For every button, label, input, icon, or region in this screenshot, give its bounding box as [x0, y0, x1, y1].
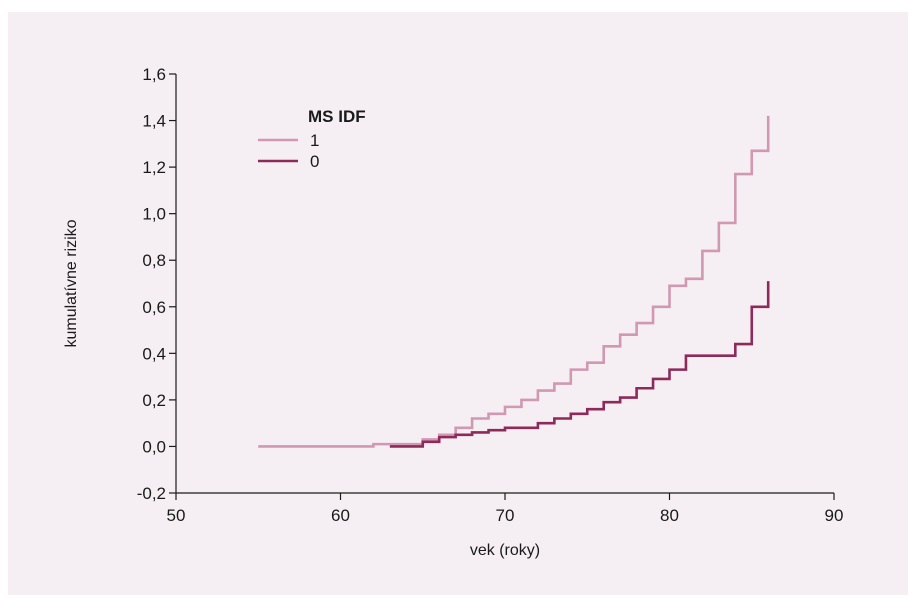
series-layer	[258, 115, 770, 448]
x-tick-label: 70	[496, 506, 515, 525]
y-tick-label: 1,2	[142, 158, 166, 177]
y-tick-label: 0,2	[142, 391, 166, 410]
ticks-layer: -0,2 0,0 0,2 0,4 0,6 0,8 1,0 1,2 1,4 1,6 50 60 70 80 9…	[137, 65, 844, 525]
x-axis-title: vek (roky)	[470, 542, 540, 559]
x-tick-label: 50	[167, 506, 186, 525]
series-line-1	[258, 115, 770, 448]
x-tick-label: 80	[660, 506, 679, 525]
legend: MS IDF 10	[258, 107, 366, 171]
legend-label-1: 1	[310, 131, 319, 150]
y-tick-label: 0,6	[142, 298, 166, 317]
y-tick-label: 1,6	[142, 65, 166, 84]
x-tick-label: 90	[825, 506, 844, 525]
y-tick-label: 0,8	[142, 251, 166, 270]
y-tick-label: 0,4	[142, 344, 166, 363]
series-line-0	[389, 281, 770, 448]
y-tick-label: 1,0	[142, 205, 166, 224]
chart-figure: -0,2 0,0 0,2 0,4 0,6 0,8 1,0 1,2 1,4 1,6 50 60 70 80 9…	[8, 12, 908, 595]
chart-svg: -0,2 0,0 0,2 0,4 0,6 0,8 1,0 1,2 1,4 1,6 50 60 70 80 9…	[63, 65, 844, 559]
y-axis-title: kumulatívne riziko	[63, 219, 80, 347]
x-tick-label: 60	[331, 506, 350, 525]
legend-items: 10	[258, 131, 319, 171]
y-tick-label: 0,0	[142, 437, 166, 456]
y-tick-label: -0,2	[137, 484, 166, 503]
y-tick-label: 1,4	[142, 112, 166, 131]
legend-label-0: 0	[310, 152, 319, 171]
legend-title: MS IDF	[308, 107, 366, 126]
